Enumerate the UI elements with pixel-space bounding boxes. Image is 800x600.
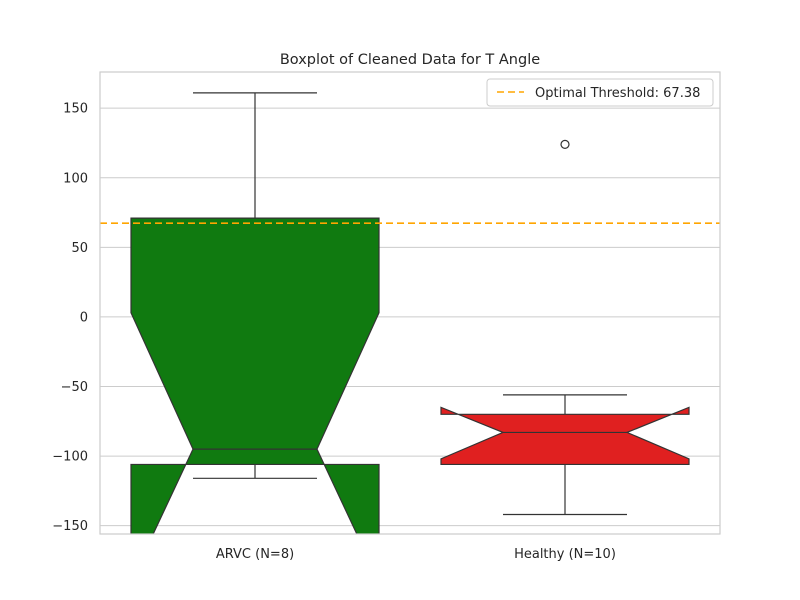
legend-frame xyxy=(486,78,714,107)
legend: Optimal Threshold: 67.38 xyxy=(486,78,714,107)
y-tick-label: 150 xyxy=(63,102,88,117)
plot-area-frame xyxy=(99,71,721,535)
legend-threshold-label: Optimal Threshold: 67.38 xyxy=(535,86,700,101)
notched-box xyxy=(440,406,690,466)
y-axis-tick-labels: 150 100 50 0 −50 −100 −150 xyxy=(52,102,88,534)
y-tick-label: −50 xyxy=(61,380,88,395)
x-axis-tick-labels: ARVC (N=8) Healthy (N=10) xyxy=(216,547,616,562)
x-tick-label-arvc: ARVC (N=8) xyxy=(216,547,294,562)
y-tick-label: 50 xyxy=(71,241,88,256)
outlier-point xyxy=(560,139,570,149)
y-tick-label: −150 xyxy=(52,519,88,534)
y-tick-label: 100 xyxy=(63,171,88,186)
chart-title: Boxplot of Cleaned Data for T Angle xyxy=(280,52,540,68)
y-tick-label: 0 xyxy=(80,310,88,325)
y-tick-label: −100 xyxy=(52,450,88,465)
boxes-layer xyxy=(130,92,690,534)
x-tick-label-healthy: Healthy (N=10) xyxy=(514,547,616,562)
notched-box xyxy=(130,217,380,534)
